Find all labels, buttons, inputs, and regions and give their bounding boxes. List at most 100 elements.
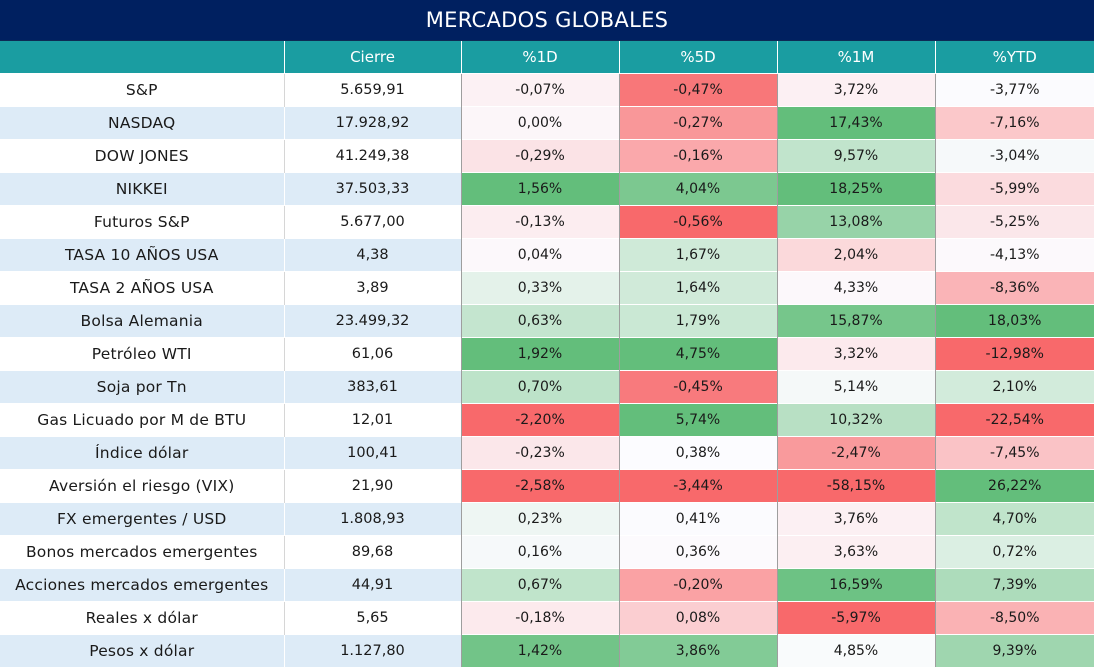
cell-close[interactable]: 4,38: [283, 238, 461, 272]
cell-name[interactable]: Futuros S&P: [0, 205, 284, 239]
cell-pct-5d[interactable]: -0,16%: [618, 139, 777, 173]
cell-pct-5d[interactable]: -0,47%: [618, 73, 777, 107]
cell-pct-1d[interactable]: -0,18%: [460, 601, 619, 635]
header-ytd[interactable]: %YTD: [934, 41, 1094, 74]
cell-pct-1d[interactable]: 0,33%: [460, 271, 619, 305]
cell-close[interactable]: 1.808,93: [283, 502, 461, 536]
cell-pct-1d[interactable]: 0,04%: [460, 238, 619, 272]
cell-pct-1m[interactable]: 10,32%: [776, 403, 935, 437]
cell-name[interactable]: Petróleo WTI: [0, 337, 284, 371]
cell-name[interactable]: DOW JONES: [0, 139, 284, 173]
cell-close[interactable]: 5.677,00: [283, 205, 461, 239]
cell-name[interactable]: Aversión el riesgo (VIX): [0, 469, 284, 503]
cell-pct-1m[interactable]: 9,57%: [776, 139, 935, 173]
cell-pct-1m[interactable]: 5,14%: [776, 370, 935, 404]
cell-name[interactable]: Soja por Tn: [0, 370, 284, 404]
cell-name[interactable]: Pesos x dólar: [0, 634, 284, 667]
cell-pct-1m[interactable]: 2,04%: [776, 238, 935, 272]
cell-close[interactable]: 21,90: [283, 469, 461, 503]
cell-pct-ytd[interactable]: 2,10%: [934, 370, 1094, 404]
cell-name[interactable]: Bolsa Alemania: [0, 304, 284, 338]
cell-pct-1d[interactable]: 0,67%: [460, 568, 619, 602]
cell-close[interactable]: 37.503,33: [283, 172, 461, 206]
cell-pct-ytd[interactable]: 26,22%: [934, 469, 1094, 503]
cell-close[interactable]: 89,68: [283, 535, 461, 569]
cell-name[interactable]: Bonos mercados emergentes: [0, 535, 284, 569]
cell-pct-1m[interactable]: -58,15%: [776, 469, 935, 503]
cell-pct-1d[interactable]: 1,56%: [460, 172, 619, 206]
cell-pct-1d[interactable]: 0,00%: [460, 106, 619, 140]
cell-name[interactable]: NIKKEI: [0, 172, 284, 206]
cell-pct-1d[interactable]: -2,58%: [460, 469, 619, 503]
cell-pct-ytd[interactable]: -3,77%: [934, 73, 1094, 107]
cell-pct-5d[interactable]: 1,79%: [618, 304, 777, 338]
cell-pct-5d[interactable]: 5,74%: [618, 403, 777, 437]
cell-pct-1m[interactable]: 15,87%: [776, 304, 935, 338]
cell-pct-ytd[interactable]: 7,39%: [934, 568, 1094, 602]
cell-close[interactable]: 41.249,38: [283, 139, 461, 173]
cell-pct-1d[interactable]: 0,63%: [460, 304, 619, 338]
cell-close[interactable]: 5.659,91: [283, 73, 461, 107]
cell-pct-1m[interactable]: 4,85%: [776, 634, 935, 667]
cell-pct-1m[interactable]: 18,25%: [776, 172, 935, 206]
cell-close[interactable]: 23.499,32: [283, 304, 461, 338]
cell-close[interactable]: 5,65: [283, 601, 461, 635]
cell-pct-1m[interactable]: 16,59%: [776, 568, 935, 602]
cell-name[interactable]: Reales x dólar: [0, 601, 284, 635]
cell-pct-ytd[interactable]: -12,98%: [934, 337, 1094, 371]
cell-pct-ytd[interactable]: -7,45%: [934, 436, 1094, 470]
header-1d[interactable]: %1D: [460, 41, 619, 74]
cell-pct-5d[interactable]: -0,27%: [618, 106, 777, 140]
cell-pct-ytd[interactable]: 4,70%: [934, 502, 1094, 536]
cell-pct-5d[interactable]: 1,67%: [618, 238, 777, 272]
cell-pct-5d[interactable]: 0,36%: [618, 535, 777, 569]
cell-close[interactable]: 17.928,92: [283, 106, 461, 140]
cell-name[interactable]: S&P: [0, 73, 284, 107]
cell-pct-5d[interactable]: -0,45%: [618, 370, 777, 404]
header-1m[interactable]: %1M: [776, 41, 935, 74]
cell-pct-1d[interactable]: 1,92%: [460, 337, 619, 371]
cell-name[interactable]: TASA 2 AÑOS USA: [0, 271, 284, 305]
cell-pct-5d[interactable]: 0,08%: [618, 601, 777, 635]
cell-pct-1m[interactable]: 3,72%: [776, 73, 935, 107]
cell-pct-1d[interactable]: 0,70%: [460, 370, 619, 404]
cell-close[interactable]: 44,91: [283, 568, 461, 602]
header-5d[interactable]: %5D: [618, 41, 777, 74]
cell-pct-1m[interactable]: -5,97%: [776, 601, 935, 635]
cell-pct-5d[interactable]: -0,56%: [618, 205, 777, 239]
cell-name[interactable]: Índice dólar: [0, 436, 284, 470]
cell-pct-1m[interactable]: 3,32%: [776, 337, 935, 371]
cell-name[interactable]: FX emergentes / USD: [0, 502, 284, 536]
cell-pct-1m[interactable]: 3,76%: [776, 502, 935, 536]
cell-pct-1m[interactable]: 4,33%: [776, 271, 935, 305]
cell-close[interactable]: 3,89: [283, 271, 461, 305]
cell-pct-1d[interactable]: 1,42%: [460, 634, 619, 667]
header-close[interactable]: Cierre: [283, 41, 461, 74]
cell-name[interactable]: NASDAQ: [0, 106, 284, 140]
header-name[interactable]: [0, 41, 284, 74]
cell-pct-5d[interactable]: 4,75%: [618, 337, 777, 371]
cell-pct-ytd[interactable]: 9,39%: [934, 634, 1094, 667]
cell-close[interactable]: 12,01: [283, 403, 461, 437]
cell-pct-ytd[interactable]: -22,54%: [934, 403, 1094, 437]
cell-pct-5d[interactable]: 0,38%: [618, 436, 777, 470]
cell-name[interactable]: Gas Licuado por M de BTU: [0, 403, 284, 437]
cell-close[interactable]: 383,61: [283, 370, 461, 404]
cell-pct-5d[interactable]: 1,64%: [618, 271, 777, 305]
cell-pct-1m[interactable]: 3,63%: [776, 535, 935, 569]
cell-pct-1m[interactable]: 17,43%: [776, 106, 935, 140]
cell-pct-ytd[interactable]: -8,36%: [934, 271, 1094, 305]
cell-pct-1m[interactable]: -2,47%: [776, 436, 935, 470]
cell-close[interactable]: 61,06: [283, 337, 461, 371]
cell-close[interactable]: 100,41: [283, 436, 461, 470]
cell-pct-ytd[interactable]: -7,16%: [934, 106, 1094, 140]
cell-pct-ytd[interactable]: -3,04%: [934, 139, 1094, 173]
cell-pct-5d[interactable]: 0,41%: [618, 502, 777, 536]
cell-pct-5d[interactable]: -0,20%: [618, 568, 777, 602]
cell-close[interactable]: 1.127,80: [283, 634, 461, 667]
cell-pct-5d[interactable]: 4,04%: [618, 172, 777, 206]
cell-pct-5d[interactable]: 3,86%: [618, 634, 777, 667]
cell-pct-ytd[interactable]: 0,72%: [934, 535, 1094, 569]
cell-pct-1d[interactable]: -0,23%: [460, 436, 619, 470]
cell-pct-1d[interactable]: 0,23%: [460, 502, 619, 536]
